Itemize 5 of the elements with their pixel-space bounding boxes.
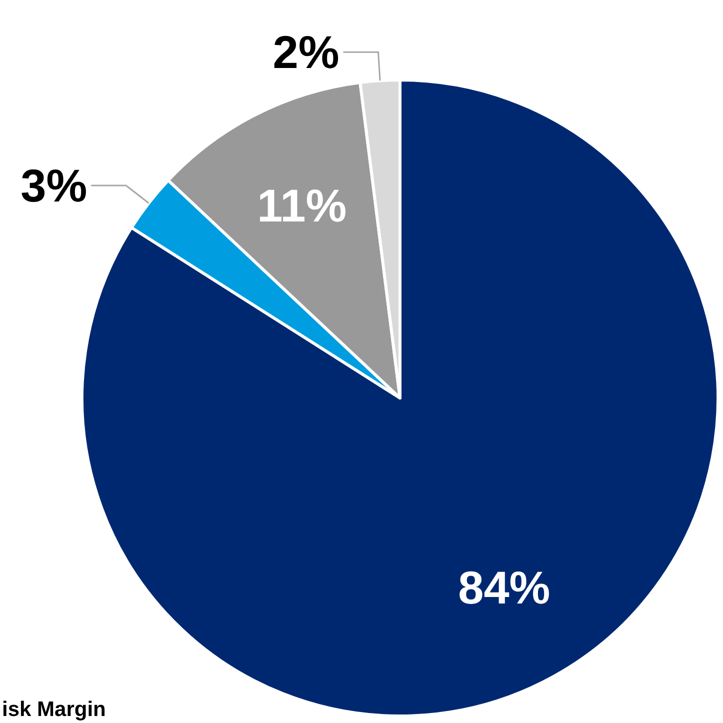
data-label: 3% [20,160,88,212]
data-label: 11% [257,179,347,232]
data-label: 2% [272,26,340,78]
data-label: 84% [458,561,550,614]
text: isk Margin [2,698,106,721]
